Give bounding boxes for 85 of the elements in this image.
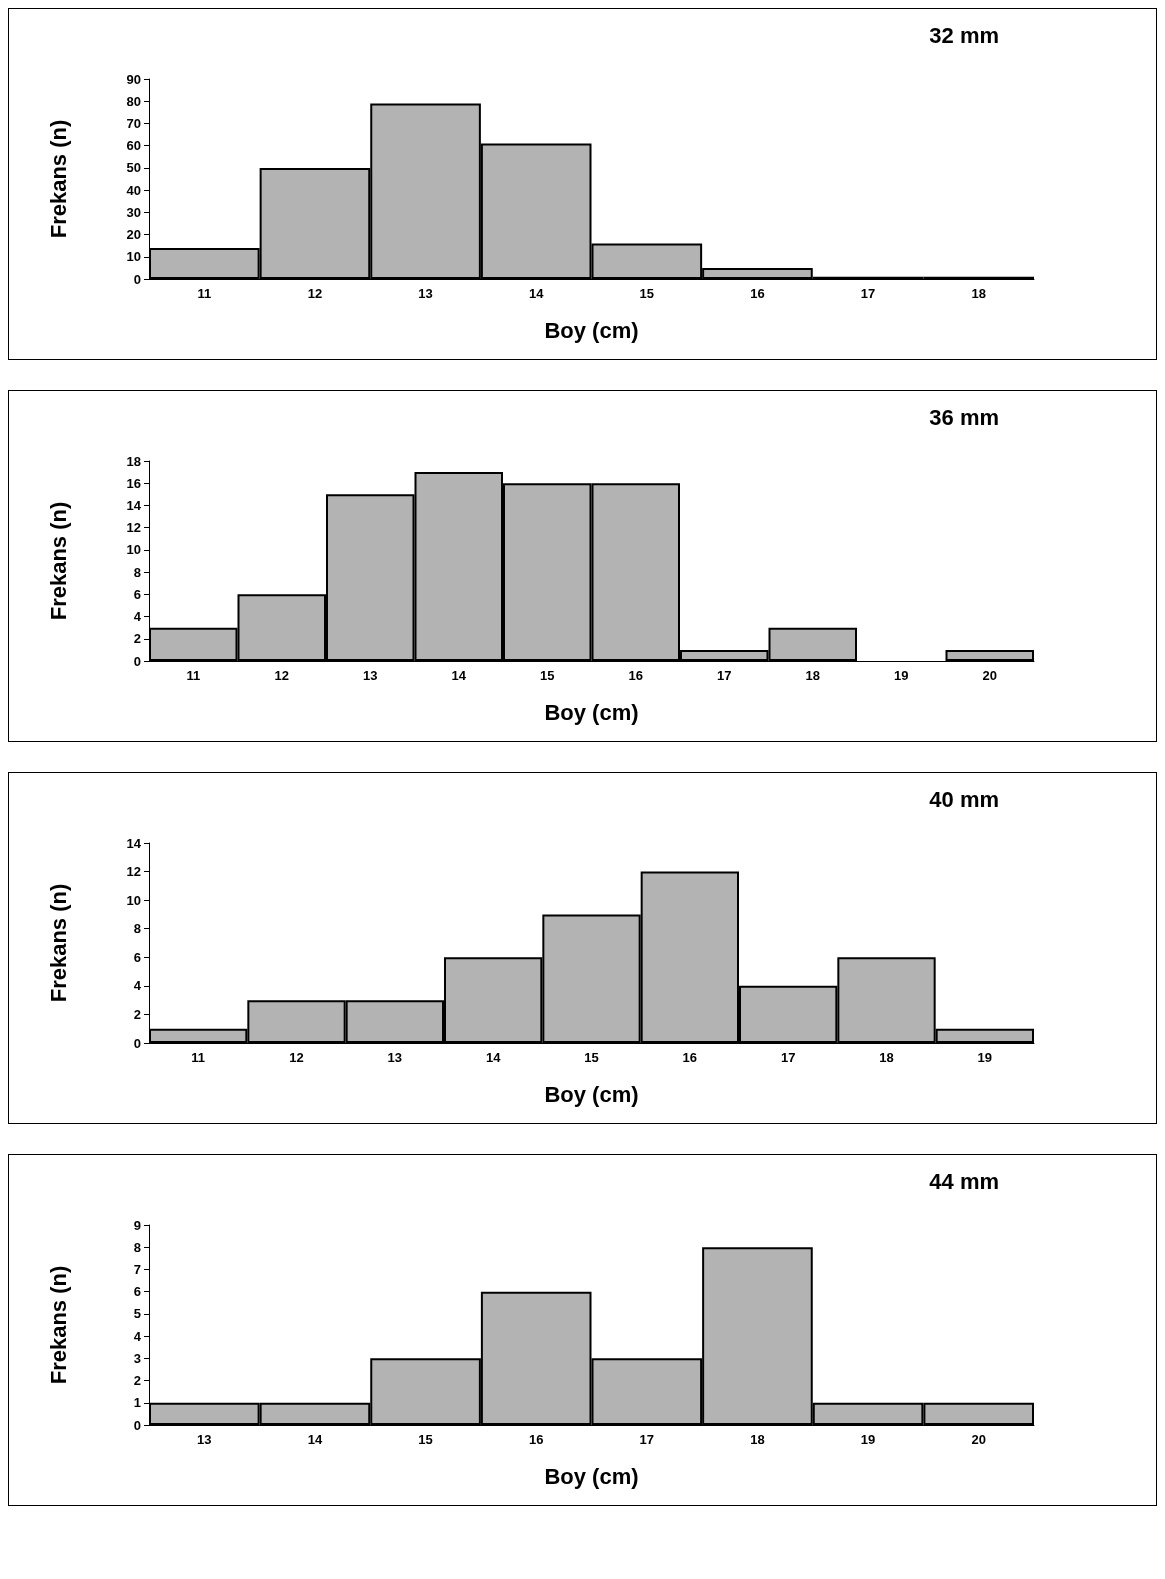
y-axis-title: Frekans (n) xyxy=(45,501,71,621)
x-tick-label: 20 xyxy=(971,1432,986,1447)
y-tick-label: 3 xyxy=(133,1350,141,1366)
chart-title: 32 mm xyxy=(929,22,1000,48)
x-tick-label: 18 xyxy=(879,1050,894,1065)
x-tick-label: 14 xyxy=(485,1050,502,1065)
y-tick-label: 2 xyxy=(133,631,141,647)
y-tick-label: 8 xyxy=(133,921,141,937)
chart-title: 44 mm xyxy=(929,1168,1000,1194)
y-tick-label: 8 xyxy=(133,564,141,580)
x-tick-label: 18 xyxy=(971,286,986,301)
y-tick-label: 6 xyxy=(133,586,141,602)
x-tick-label: 15 xyxy=(584,1050,599,1065)
x-tick-label: 19 xyxy=(977,1050,993,1065)
x-tick-label: 13 xyxy=(418,286,433,301)
x-tick-label: 18 xyxy=(805,668,820,683)
y-tick-label: 8 xyxy=(133,1239,141,1255)
x-axis-title: Boy (cm) xyxy=(544,1081,639,1107)
y-tick-label: 16 xyxy=(126,475,141,491)
y-tick-label: 0 xyxy=(133,1035,141,1051)
y-tick-label: 2 xyxy=(133,1373,141,1389)
y-tick-label: 70 xyxy=(126,115,141,131)
x-tick-label: 13 xyxy=(363,668,378,683)
y-tick-label: 14 xyxy=(126,497,142,513)
x-tick-label: 14 xyxy=(528,286,545,301)
x-tick-label: 16 xyxy=(682,1050,698,1065)
y-tick-label: 40 xyxy=(126,182,141,198)
x-tick-label: 16 xyxy=(750,286,765,301)
y-tick-label: 10 xyxy=(126,249,141,265)
y-tick-label: 9 xyxy=(133,1217,141,1233)
x-tick-label: 12 xyxy=(289,1050,304,1065)
y-axis-title: Frekans (n) xyxy=(45,119,71,239)
y-tick-label: 2 xyxy=(133,1006,141,1022)
x-tick-label: 14 xyxy=(451,668,467,683)
x-tick-label: 11 xyxy=(197,286,212,301)
y-tick-label: 0 xyxy=(133,653,141,669)
x-tick-label: 20 xyxy=(982,668,997,683)
y-tick-label: 60 xyxy=(126,138,141,154)
y-axis-title: Frekans (n) xyxy=(45,1265,71,1385)
x-tick-label: 11 xyxy=(186,668,201,683)
x-tick-label: 12 xyxy=(274,668,289,683)
x-tick-label: 19 xyxy=(894,668,909,683)
y-tick-label: 0 xyxy=(133,271,141,287)
x-tick-label: 18 xyxy=(750,1432,765,1447)
y-tick-label: 6 xyxy=(133,949,141,965)
y-tick-label: 10 xyxy=(126,542,141,558)
chart-title: 36 mm xyxy=(929,404,1000,430)
x-tick-label: 15 xyxy=(639,286,655,301)
y-tick-label: 90 xyxy=(126,71,141,87)
x-tick-label: 17 xyxy=(639,1432,655,1447)
x-tick-label: 13 xyxy=(197,1432,212,1447)
y-tick-label: 7 xyxy=(133,1261,141,1277)
y-tick-label: 4 xyxy=(133,978,142,994)
x-tick-label: 11 xyxy=(191,1050,206,1065)
x-tick-label: 13 xyxy=(387,1050,403,1065)
y-tick-label: 12 xyxy=(126,520,141,536)
y-tick-label: 4 xyxy=(133,1328,142,1344)
x-tick-label: 17 xyxy=(780,1050,796,1065)
y-tick-label: 18 xyxy=(126,453,141,469)
x-tick-label: 14 xyxy=(307,1432,323,1447)
x-tick-label: 17 xyxy=(860,286,876,301)
chart-title: 40 mm xyxy=(929,786,1000,812)
y-tick-label: 5 xyxy=(133,1306,141,1322)
y-tick-label: 20 xyxy=(126,227,141,243)
x-tick-label: 16 xyxy=(628,668,643,683)
y-tick-label: 6 xyxy=(133,1284,141,1300)
y-tick-label: 30 xyxy=(126,204,141,220)
y-tick-label: 80 xyxy=(126,93,141,109)
x-tick-label: 17 xyxy=(717,668,732,683)
x-axis-title: Boy (cm) xyxy=(544,1463,639,1489)
x-axis-title: Boy (cm) xyxy=(544,699,639,725)
y-tick-label: 0 xyxy=(133,1417,141,1433)
x-tick-label: 16 xyxy=(528,1432,544,1447)
x-tick-label: 19 xyxy=(860,1432,876,1447)
y-tick-label: 12 xyxy=(126,864,141,880)
x-tick-label: 15 xyxy=(418,1432,433,1447)
x-tick-label: 15 xyxy=(540,668,555,683)
x-tick-label: 12 xyxy=(307,286,323,301)
y-tick-label: 50 xyxy=(126,160,141,176)
y-axis-title: Frekans (n) xyxy=(45,883,71,1003)
y-tick-label: 1 xyxy=(133,1395,141,1411)
y-tick-label: 4 xyxy=(133,609,142,625)
x-axis-title: Boy (cm) xyxy=(544,317,639,343)
y-tick-label: 10 xyxy=(126,892,141,908)
y-tick-label: 14 xyxy=(126,835,142,851)
